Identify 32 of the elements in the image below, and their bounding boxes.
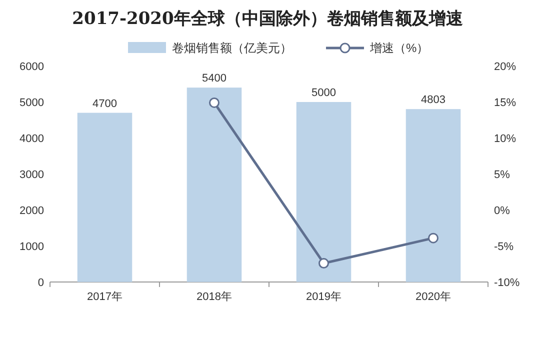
y2-tick-label: 0% <box>494 205 510 217</box>
y-tick-label: 5000 <box>20 97 44 109</box>
y-tick-label: 1000 <box>20 241 44 253</box>
y-tick-label: 0 <box>38 277 44 289</box>
data-label: 4700 <box>92 98 117 110</box>
y2-tick-label: -5% <box>494 241 514 253</box>
y-tick-label: 4000 <box>20 133 44 145</box>
x-tick-label: 2018年 <box>196 291 232 303</box>
y-tick-label: 6000 <box>20 61 44 73</box>
legend-label: 卷烟销售额（亿美元） <box>172 41 292 55</box>
x-tick-label: 2017年 <box>87 291 122 303</box>
x-tick-label: 2020年 <box>416 291 451 303</box>
y-tick-label: 2000 <box>20 205 44 217</box>
point <box>318 258 329 269</box>
y2-tick-label: -10% <box>494 277 520 289</box>
bar <box>406 109 461 282</box>
y2-tick-label: 20% <box>494 61 516 73</box>
y2-tick-label: 15% <box>494 97 516 109</box>
y2-tick-label: 10% <box>494 133 516 145</box>
y2-tick-label: 5% <box>494 169 510 181</box>
data-label: 5000 <box>312 87 336 99</box>
data-label: 5400 <box>202 72 226 85</box>
bar <box>77 112 132 282</box>
chart-title: 2017-2020年全球（中国除外）卷烟销售额及增速 <box>72 9 463 29</box>
point <box>428 232 438 244</box>
point <box>209 97 220 108</box>
y-tick-label: 3000 <box>20 169 44 181</box>
data-label: 4803 <box>421 94 446 106</box>
legend-label: 增速（%） <box>369 41 429 55</box>
bar <box>296 102 352 282</box>
bar <box>186 88 242 282</box>
x-tick-label: 2019年 <box>306 291 342 303</box>
